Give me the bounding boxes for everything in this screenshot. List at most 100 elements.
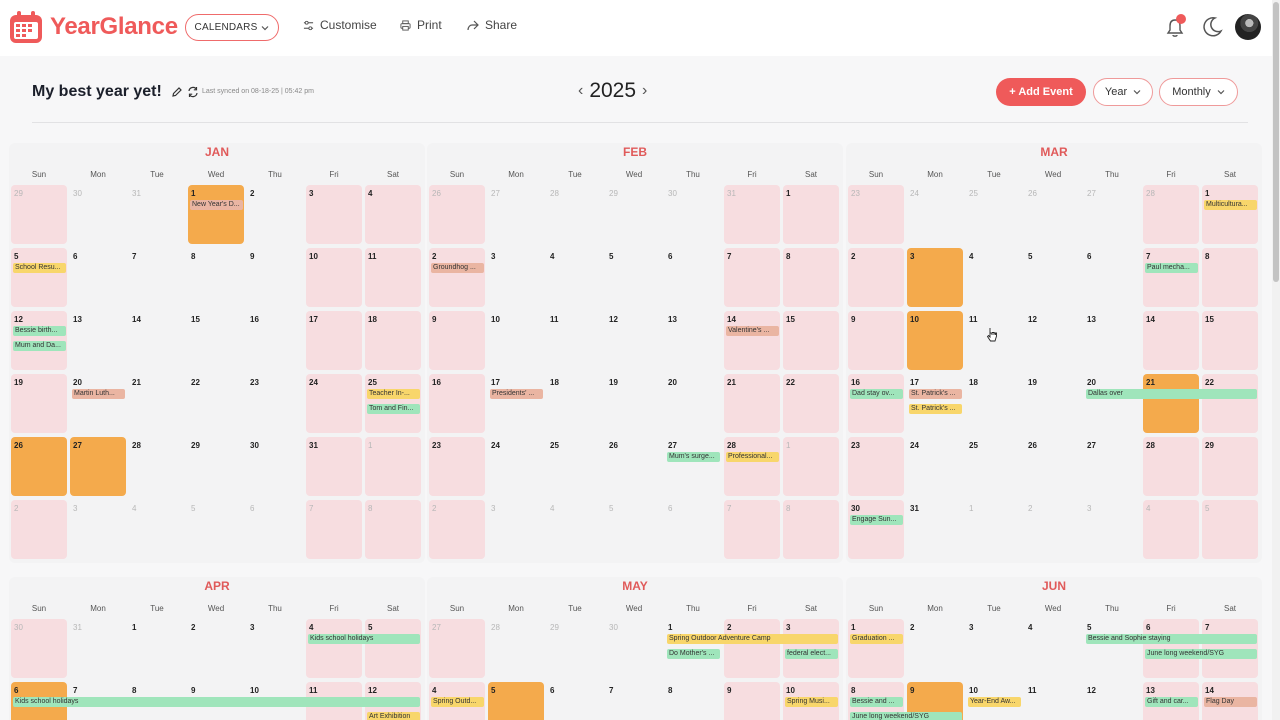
event-chip[interactable]: Teacher In-... [367,389,420,399]
event-chip[interactable]: New Year's D... [190,200,243,210]
day-cell[interactable]: 10 [488,311,544,370]
user-avatar[interactable] [1235,14,1261,40]
event-chip[interactable]: Gift and car... [1145,697,1198,707]
day-cell-outside[interactable]: 8 [783,500,839,559]
event-chip[interactable]: Bessie birth... [13,326,66,336]
day-cell-outside[interactable]: 8 [365,500,421,559]
day-cell[interactable]: 1 [129,619,185,678]
day-cell[interactable]: 4 [365,185,421,244]
day-cell[interactable]: 7 [129,248,185,307]
event-chip[interactable]: Dallas over [1086,389,1257,399]
day-cell-outside[interactable]: 5 [188,500,244,559]
day-cell-outside[interactable]: 3 [1084,500,1140,559]
day-cell[interactable]: 28 [1143,437,1199,496]
app-logo[interactable]: YearGlance [8,9,178,45]
day-cell[interactable]: 21 [1143,374,1199,433]
day-cell[interactable]: 21 [724,374,780,433]
event-chip[interactable]: Mum and Da... [13,341,66,351]
event-chip[interactable]: Spring Outdoor Adventure Camp [667,634,838,644]
day-cell[interactable]: 29 [188,437,244,496]
day-cell-outside[interactable]: 26 [429,185,485,244]
period-select[interactable]: Monthly [1159,78,1238,106]
day-cell-outside[interactable]: 4 [547,500,603,559]
day-cell[interactable]: 31 [907,500,963,559]
day-cell[interactable]: 27 [665,437,721,496]
day-cell[interactable]: 24 [488,437,544,496]
day-cell[interactable]: 23 [247,374,303,433]
day-cell[interactable]: 4 [306,619,362,678]
day-cell-outside[interactable]: 29 [606,185,662,244]
day-cell-outside[interactable]: 3 [488,500,544,559]
day-cell[interactable]: 1 [188,185,244,244]
day-cell[interactable]: 10 [247,682,303,720]
day-cell-outside[interactable]: 31 [129,185,185,244]
day-cell[interactable]: 5 [365,619,421,678]
day-cell[interactable]: 16 [848,374,904,433]
day-cell[interactable]: 5 [1025,248,1081,307]
event-chip[interactable]: Tom and Fin... [367,404,420,414]
event-chip[interactable]: Professional... [726,452,779,462]
day-cell[interactable]: 27 [70,437,126,496]
day-cell[interactable]: 5 [606,248,662,307]
view-select[interactable]: Year [1093,78,1153,106]
month-name[interactable]: MAY [622,579,648,593]
event-chip[interactable]: Spring Outd... [431,697,484,707]
event-chip[interactable]: Kids school holidays [308,634,420,644]
day-cell[interactable]: 15 [188,311,244,370]
day-cell[interactable]: 17 [306,311,362,370]
day-cell[interactable]: 15 [783,311,839,370]
add-event-button[interactable]: + Add Event [996,78,1086,106]
event-chip[interactable]: Engage Sun... [850,515,903,525]
day-cell-outside[interactable]: 28 [1143,185,1199,244]
dark-mode-toggle[interactable] [1201,16,1223,43]
day-cell[interactable]: 4 [1025,619,1081,678]
day-cell[interactable]: 6 [665,248,721,307]
day-cell[interactable]: 12 [1025,311,1081,370]
day-cell[interactable]: 23 [429,437,485,496]
day-cell[interactable]: 8 [188,248,244,307]
day-cell-outside[interactable]: 28 [488,619,544,678]
day-cell[interactable]: 18 [547,374,603,433]
day-cell[interactable]: 2 [429,248,485,307]
day-cell-outside[interactable]: 1 [783,437,839,496]
pencil-icon[interactable] [171,86,183,98]
day-cell-outside[interactable]: 7 [306,500,362,559]
day-cell[interactable]: 14 [129,311,185,370]
day-cell-outside[interactable]: 23 [848,185,904,244]
day-cell[interactable]: 19 [11,374,67,433]
day-cell[interactable]: 25 [547,437,603,496]
day-cell[interactable]: 23 [848,437,904,496]
day-cell[interactable]: 7 [724,248,780,307]
day-cell[interactable]: 2 [188,619,244,678]
chevron-left-icon[interactable]: ‹ [578,82,584,99]
day-cell-outside[interactable]: 2 [11,500,67,559]
day-cell[interactable]: 16 [247,311,303,370]
day-cell[interactable]: 2 [724,619,780,678]
day-cell[interactable]: 3 [306,185,362,244]
day-cell[interactable]: 16 [429,374,485,433]
day-cell-outside[interactable]: 26 [1025,185,1081,244]
event-chip[interactable]: Graduation ... [850,634,903,644]
day-cell[interactable]: 26 [11,437,67,496]
day-cell[interactable]: 26 [1025,437,1081,496]
event-chip[interactable]: Mum's surge... [667,452,720,462]
event-chip[interactable]: Spring Musi... [785,697,838,707]
day-cell[interactable]: 9 [429,311,485,370]
day-cell-outside[interactable]: 1 [365,437,421,496]
event-chip[interactable]: Kids school holidays [13,697,420,707]
day-cell[interactable]: 25 [966,437,1022,496]
day-cell[interactable]: 6 [547,682,603,720]
sync-icon[interactable] [187,86,199,98]
day-cell[interactable]: 9 [247,248,303,307]
day-cell-outside[interactable]: 24 [907,185,963,244]
event-chip[interactable]: Presidents' ... [490,389,543,399]
day-cell[interactable]: 27 [1084,437,1140,496]
day-cell[interactable]: 22 [1202,374,1258,433]
day-cell-outside[interactable]: 2 [429,500,485,559]
day-cell[interactable]: 9 [188,682,244,720]
day-cell-outside[interactable]: 29 [547,619,603,678]
event-chip[interactable]: Art Exhibition [367,712,420,720]
day-cell[interactable]: 7 [606,682,662,720]
day-cell[interactable]: 14 [1143,311,1199,370]
day-cell[interactable]: 19 [606,374,662,433]
